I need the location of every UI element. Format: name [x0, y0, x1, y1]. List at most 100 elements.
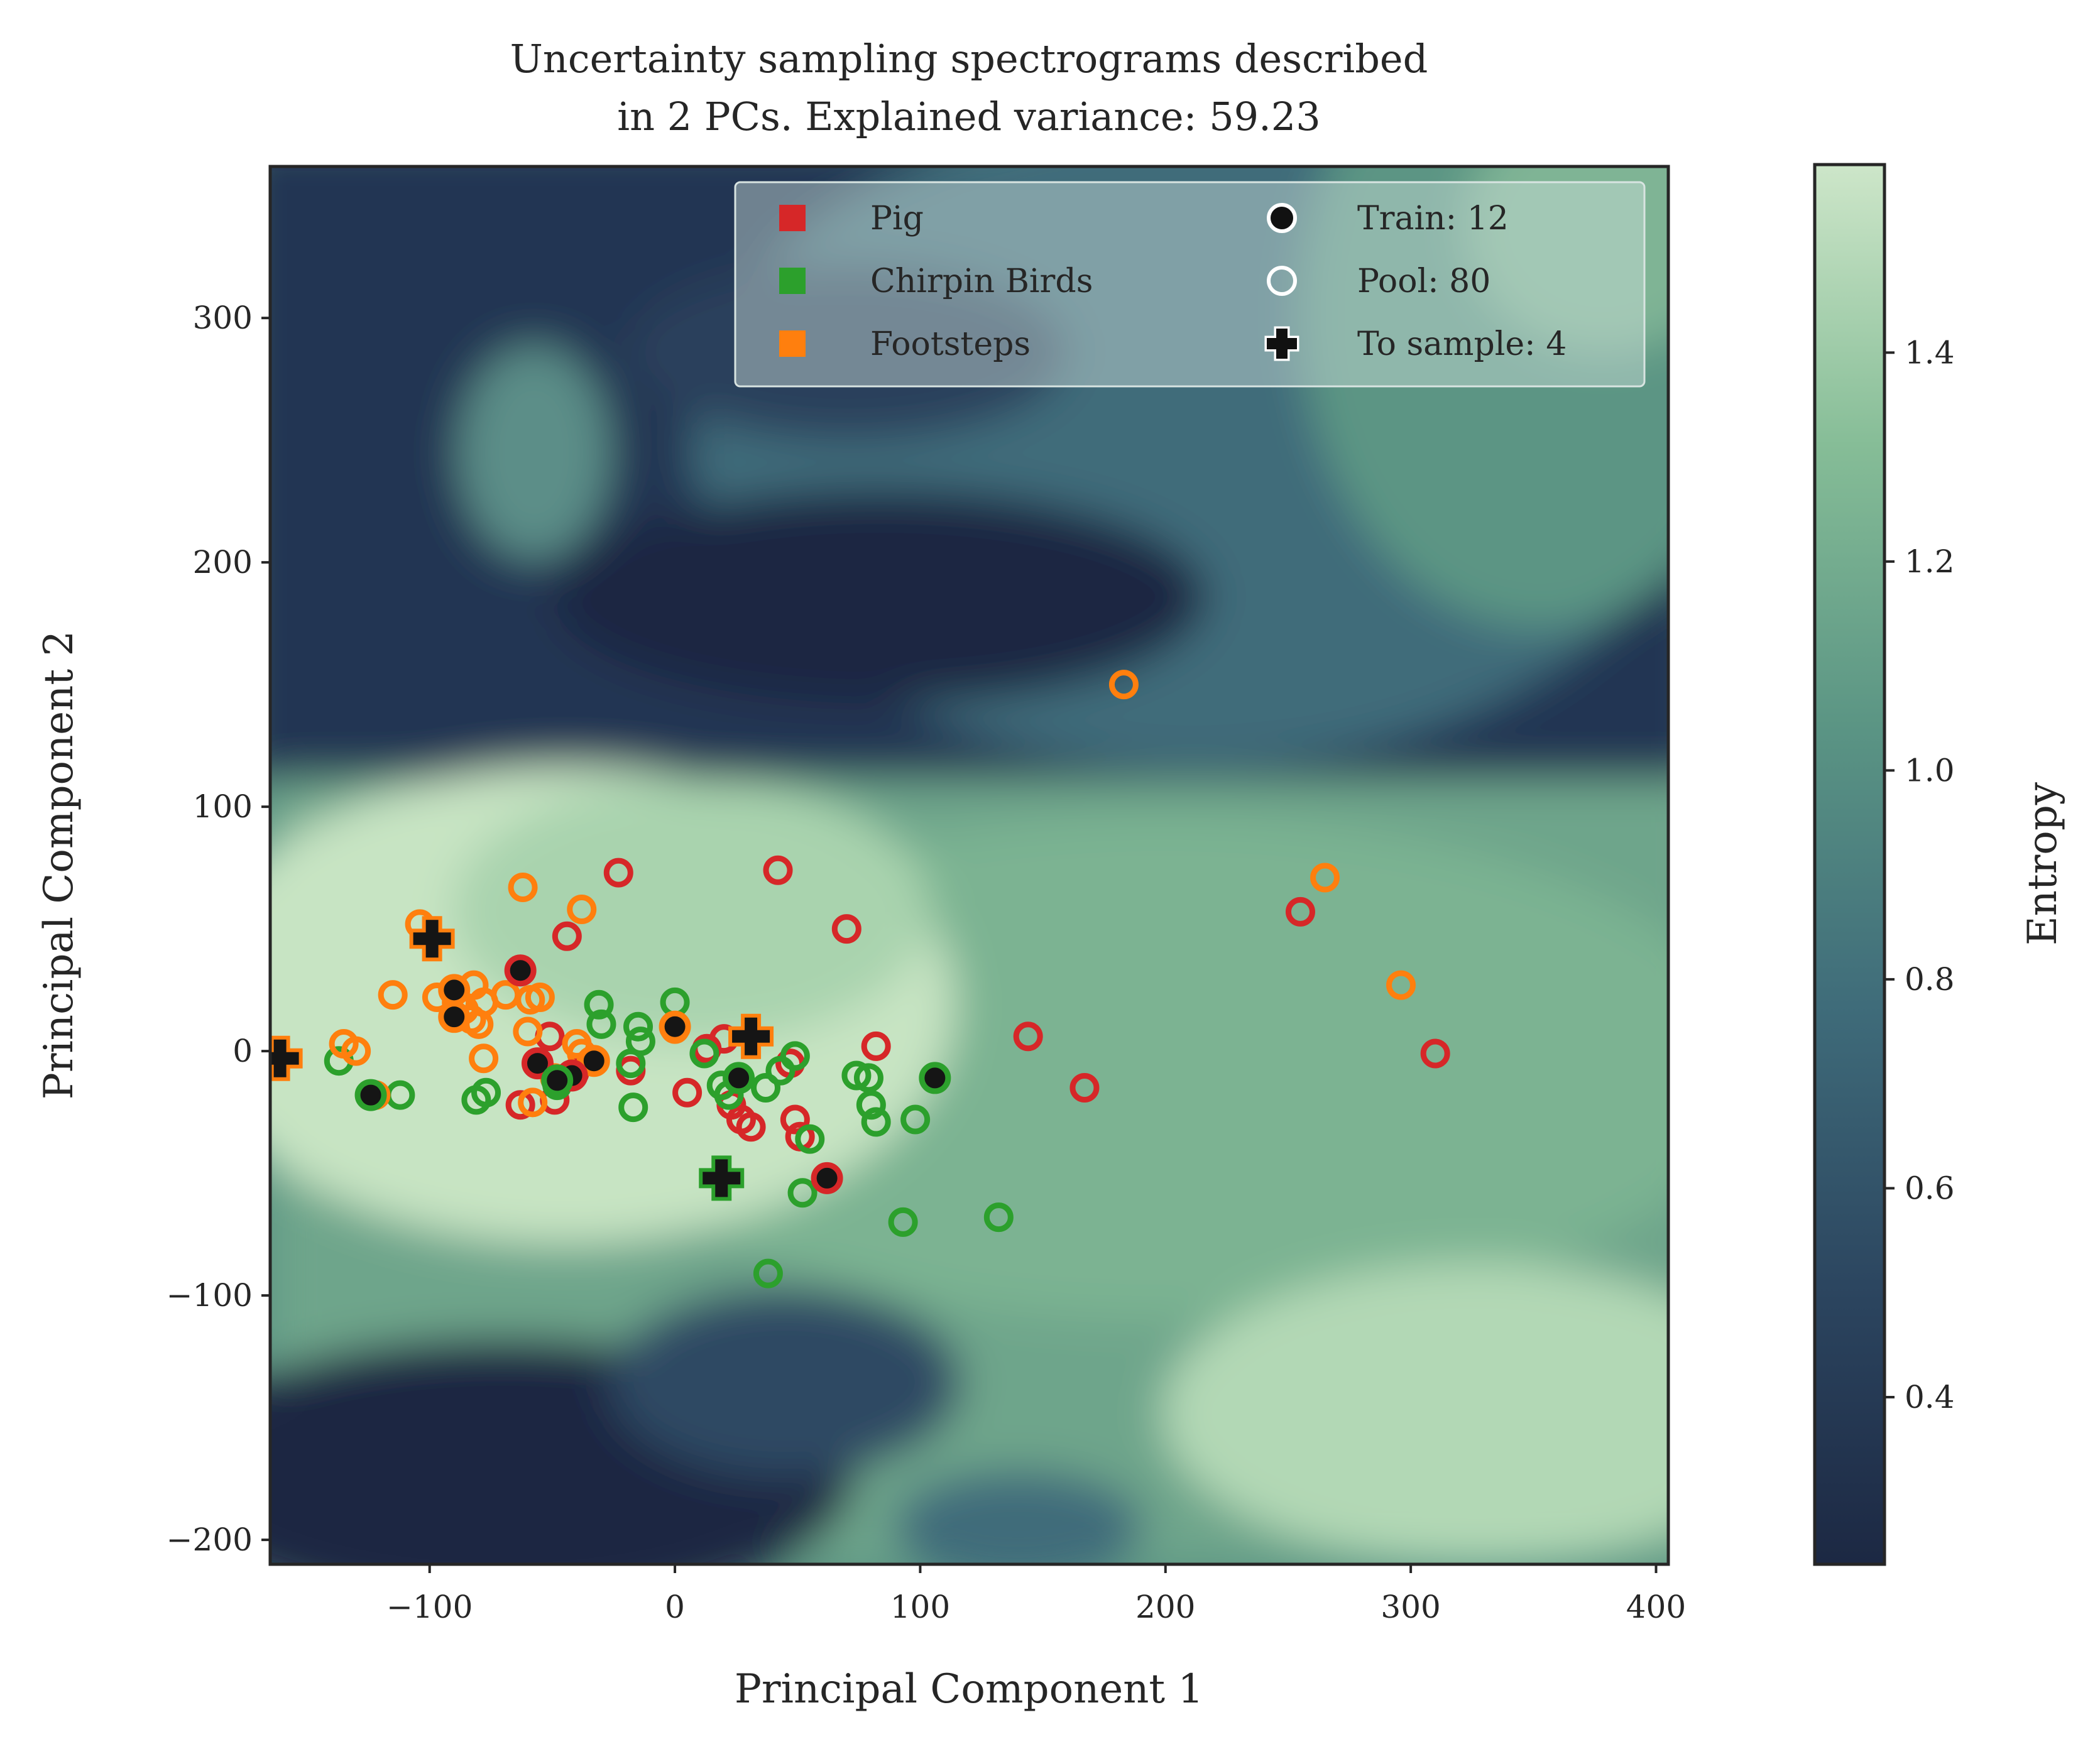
pool-point	[518, 1087, 548, 1118]
pool-point	[900, 1104, 931, 1135]
train-point	[438, 1001, 471, 1033]
pool-point	[515, 984, 545, 1015]
pool-point	[616, 1049, 646, 1079]
colorbar-label: Entropy	[2020, 782, 2066, 945]
pool-point	[618, 1092, 648, 1123]
x-tick-label: 400	[1626, 1589, 1686, 1625]
pool-point	[469, 1043, 499, 1074]
pool-point	[513, 1016, 543, 1047]
legend-label-to-sample: To sample: 4	[1357, 325, 1567, 363]
legend-to-sample-marker-icon	[1264, 326, 1299, 361]
legend-train-marker-icon	[1267, 203, 1297, 233]
legend-swatch-footsteps	[779, 330, 806, 357]
pool-point	[765, 1055, 796, 1086]
pool-point	[751, 1072, 781, 1103]
legend-label-pool: Pool: 80	[1357, 263, 1490, 300]
legend-box	[734, 181, 1646, 388]
chart-title-line-2: in 2 PCs. Explained variance: 59.23	[617, 94, 1320, 139]
train-point	[521, 1047, 554, 1080]
pool-point	[552, 921, 582, 951]
y-tick-label: 0	[232, 1033, 253, 1069]
pool-point	[586, 1009, 616, 1039]
y-tick-label: 100	[193, 788, 253, 825]
colorbar-tick-label: 0.4	[1905, 1379, 1955, 1415]
colorbar-tick-label: 1.0	[1905, 752, 1955, 788]
colorbar-tick-label: 1.2	[1905, 543, 1955, 580]
x-tick-label: 0	[665, 1589, 685, 1625]
colorbar-ticks: 0.4 0.6 0.8 1.0 1.2 1.4	[1884, 334, 1955, 1415]
train-point	[811, 1162, 843, 1194]
to-sample-point	[270, 1035, 303, 1081]
x-axis-label: Principal Component 1	[735, 1666, 1203, 1713]
pool-point	[1069, 1072, 1100, 1103]
pool-point	[853, 1063, 883, 1093]
x-axis-ticks: −100 0 100 200 300 400	[386, 1564, 1686, 1625]
legend-label-pig: Pig	[870, 200, 924, 237]
train-point	[438, 974, 471, 1006]
pool-point	[584, 989, 614, 1020]
pool-point	[861, 1031, 891, 1061]
train-point	[723, 1062, 755, 1094]
pool-point	[1386, 970, 1416, 1000]
y-tick-label: −200	[167, 1522, 253, 1558]
train-point	[354, 1079, 387, 1111]
pool-point	[567, 895, 597, 925]
pool-point	[623, 1011, 654, 1042]
colorbar-tick-label: 0.6	[1905, 1170, 1955, 1206]
pool-point	[780, 1041, 810, 1071]
y-tick-label: −100	[167, 1277, 253, 1314]
pool-point	[763, 855, 793, 885]
train-point	[919, 1062, 951, 1094]
pool-point	[1108, 670, 1139, 700]
legend-label-footsteps: Footsteps	[870, 325, 1031, 363]
pool-point	[1420, 1038, 1450, 1069]
pool-point	[780, 1104, 810, 1135]
pool-point	[689, 1038, 719, 1069]
to-sample-point	[409, 916, 455, 962]
pool-point	[1013, 1021, 1043, 1052]
pool-point	[736, 1112, 766, 1142]
pool-point	[508, 873, 538, 903]
y-axis-label: Principal Component 2	[36, 631, 82, 1099]
pool-point	[341, 1036, 371, 1066]
pool-point	[603, 858, 633, 888]
pool-point	[1285, 896, 1315, 927]
plot-frame	[268, 165, 1670, 1566]
pool-point	[505, 1090, 535, 1120]
pool-point	[841, 1060, 872, 1091]
pool-point	[795, 1124, 825, 1154]
colorbar-gradient	[1813, 163, 1886, 1566]
colorbar-tick-label: 0.8	[1905, 961, 1955, 998]
legend-label-train: Train: 12	[1357, 200, 1509, 237]
pool-point	[861, 1107, 891, 1137]
pool-point	[672, 1077, 703, 1108]
pool-point	[856, 1090, 886, 1120]
pool-point	[831, 914, 861, 944]
pool-point	[888, 1207, 918, 1237]
to-sample-point	[699, 1155, 745, 1201]
scatter-points	[270, 670, 1450, 1288]
legend: Pig Chirpin Birds Footsteps Train: 12 Po…	[734, 181, 1646, 388]
legend-label-chirpin-birds: Chirpin Birds	[870, 263, 1093, 300]
to-sample-point	[728, 1013, 774, 1059]
chart-title-line-1: Uncertainty sampling spectrograms descri…	[510, 36, 1428, 82]
y-tick-label: 300	[193, 300, 253, 336]
legend-swatch-chirpin-birds	[779, 268, 806, 294]
train-point	[659, 1010, 691, 1043]
x-tick-label: −100	[386, 1589, 473, 1625]
y-tick-label: 200	[193, 544, 253, 580]
pool-point	[378, 980, 408, 1010]
pool-point	[787, 1178, 818, 1208]
x-tick-label: 300	[1381, 1589, 1440, 1625]
train-point	[504, 954, 537, 987]
pool-point	[461, 1085, 491, 1115]
colorbar: 0.4 0.6 0.8 1.0 1.2 1.4 Entropy	[1813, 163, 2066, 1566]
pool-point	[983, 1202, 1014, 1233]
x-tick-label: 100	[890, 1589, 950, 1625]
y-axis-ticks: −200 −100 0 100 200 300	[167, 300, 270, 1558]
x-tick-label: 200	[1135, 1589, 1195, 1625]
pool-point	[1310, 863, 1340, 893]
legend-swatch-pig	[779, 205, 806, 231]
legend-pool-marker-icon	[1267, 266, 1297, 296]
